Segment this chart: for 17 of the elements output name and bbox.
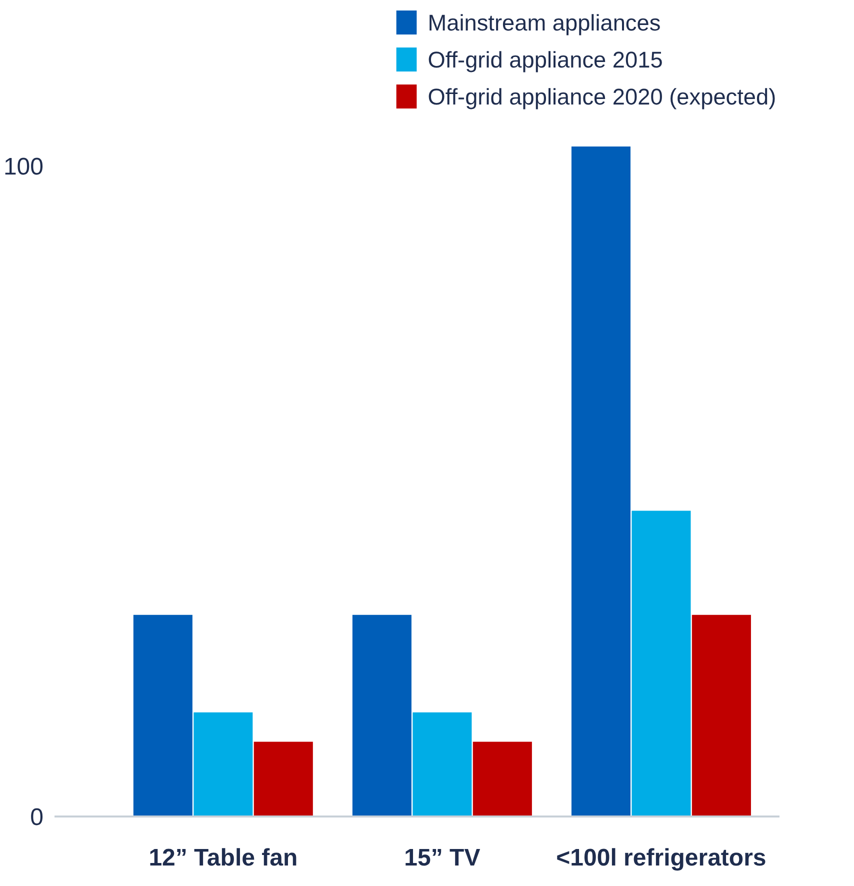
bar: [194, 712, 253, 816]
bar: [254, 742, 313, 816]
bar: [632, 510, 691, 816]
legend-label: Mainstream appliances: [428, 10, 661, 36]
bar: [352, 614, 412, 816]
y-tick-label: 100: [3, 154, 44, 181]
bar: [692, 614, 751, 816]
x-tick-label: 15” TV: [404, 844, 480, 872]
bar: [133, 614, 192, 816]
x-tick-label: 12” Table fan: [148, 844, 298, 872]
bar: [571, 146, 631, 816]
bar: [412, 712, 472, 816]
legend-label: Off-grid appliance 2020 (expected): [428, 84, 776, 110]
legend-label: Off-grid appliance 2015: [428, 46, 663, 72]
y-tick-label: 0: [30, 804, 44, 831]
x-tick-label: <100l refrigerators: [556, 844, 766, 872]
bar: [472, 742, 532, 816]
